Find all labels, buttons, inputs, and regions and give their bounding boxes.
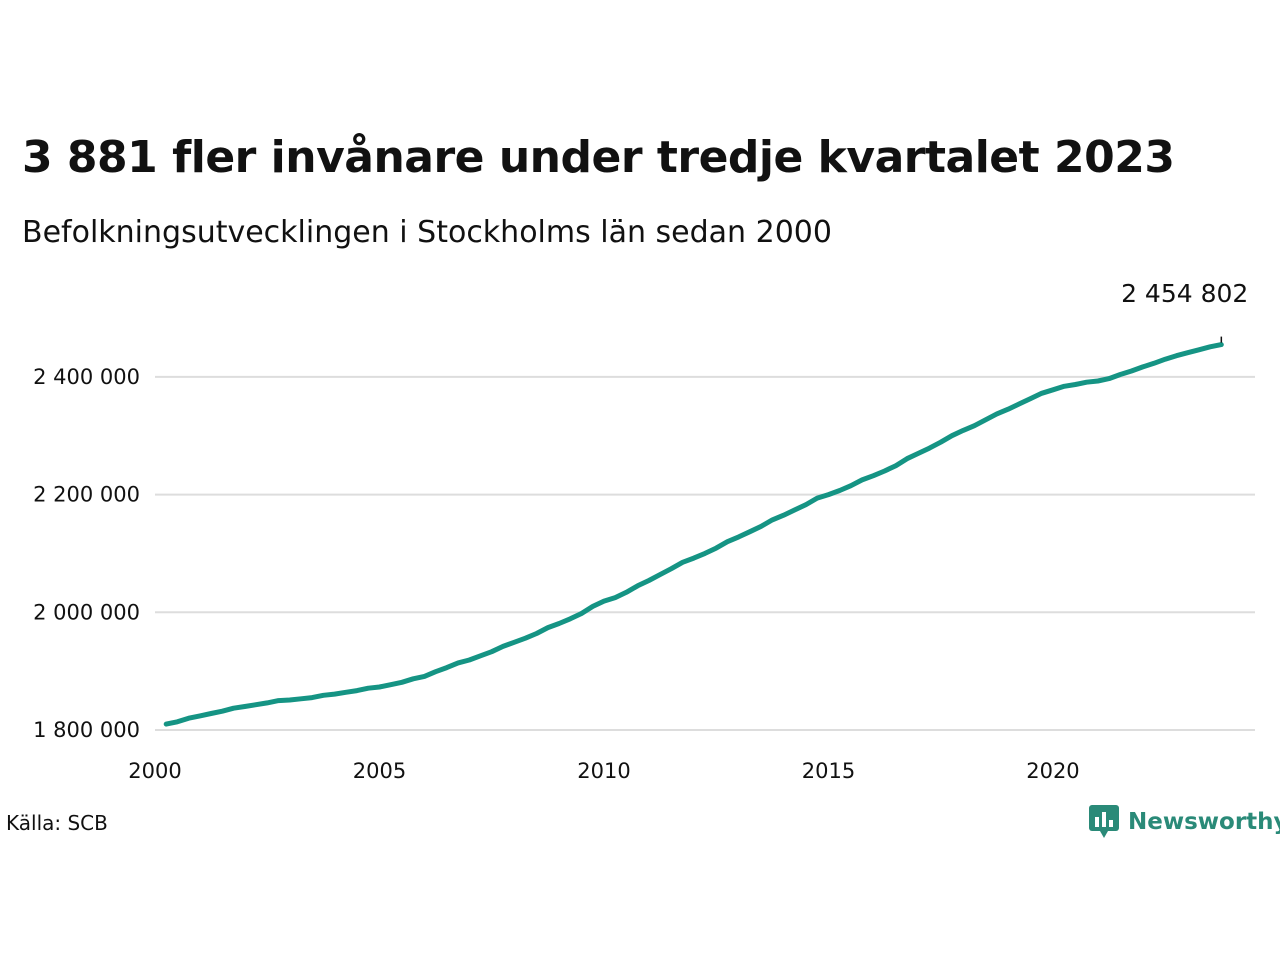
- y-tick-label: 2 000 000: [33, 600, 140, 624]
- chart-subtitle: Befolkningsutvecklingen i Stockholms län…: [22, 215, 832, 250]
- y-axis-ticks: 1 800 000 2 000 000 2 200 000 2 400 000: [33, 365, 140, 742]
- end-value-label: 2 454 802: [1121, 279, 1248, 308]
- gridlines: [155, 375, 1255, 731]
- x-tick-label: 2010: [577, 759, 630, 783]
- newsworthy-logo-icon: [1089, 805, 1119, 838]
- x-tick-label: 2015: [802, 759, 855, 783]
- population-line: [163, 342, 1224, 727]
- x-tick-label: 2020: [1026, 759, 1079, 783]
- brand-logo[interactable]: Newsworthy: [1088, 804, 1280, 840]
- x-axis-ticks: 2000 2005 2010 2015 2020: [128, 759, 1079, 783]
- y-tick-label: 1 800 000: [33, 718, 140, 742]
- chart-title: 3 881 fler invånare under tredje kvartal…: [22, 132, 1175, 183]
- source-note: Källa: SCB: [6, 811, 108, 835]
- x-tick-label: 2005: [353, 759, 406, 783]
- series-layer: [163, 342, 1224, 727]
- x-tick-label: 2000: [128, 759, 181, 783]
- brand-name: Newsworthy: [1128, 809, 1280, 835]
- y-tick-label: 2 400 000: [33, 365, 140, 389]
- annotation-layer: 2 454 802: [1121, 279, 1248, 343]
- y-tick-label: 2 200 000: [33, 483, 140, 507]
